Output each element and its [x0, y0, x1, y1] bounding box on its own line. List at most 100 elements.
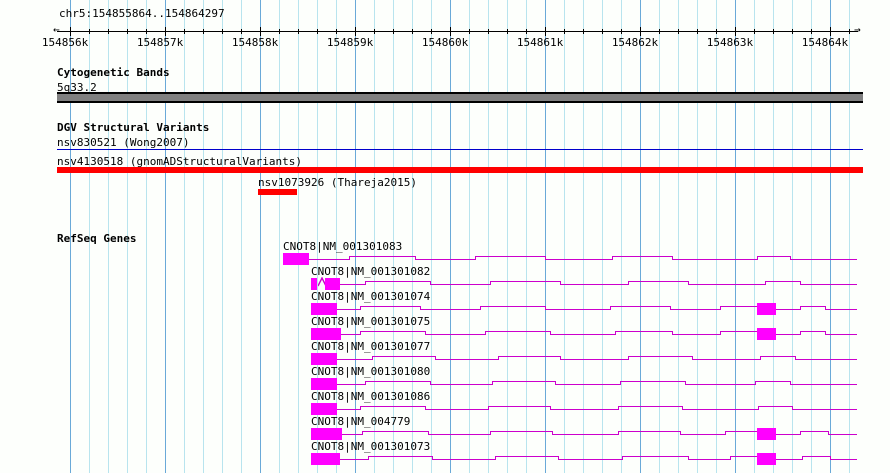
- variant-bar-nsv830521[interactable]: [57, 149, 863, 150]
- intron-step: [680, 431, 681, 435]
- intron-line: [337, 359, 372, 360]
- intron-line: [432, 459, 495, 460]
- intron-line: [430, 384, 492, 385]
- intron-line: [628, 281, 688, 282]
- exon-box[interactable]: [311, 328, 341, 340]
- ruler-tick-label: 154864k: [801, 36, 849, 49]
- ruler-tick-minor: [526, 29, 527, 34]
- exon-box[interactable]: [283, 253, 309, 265]
- intron-line: [415, 259, 475, 260]
- gridline-minor: [678, 0, 679, 473]
- intron-step: [682, 406, 683, 410]
- intron-line: [730, 456, 757, 457]
- intron-line: [825, 309, 857, 310]
- variant-bar-nsv4130518[interactable]: [57, 167, 863, 173]
- intron-step: [790, 256, 791, 260]
- intron-line: [485, 331, 550, 332]
- exon-box[interactable]: [311, 428, 342, 440]
- intron-step: [730, 456, 731, 460]
- gridline-minor: [659, 0, 660, 473]
- ruler-tick-minor: [849, 29, 850, 34]
- intron-line: [545, 259, 612, 260]
- ruler-tick-minor: [678, 29, 679, 34]
- exon-box[interactable]: [311, 403, 337, 415]
- intron-line: [490, 281, 560, 282]
- gridline-minor: [222, 0, 223, 473]
- ruler-tick-minor: [393, 29, 394, 34]
- intron-line: [792, 409, 857, 410]
- exon-box[interactable]: [757, 328, 776, 340]
- intron-step: [825, 306, 826, 310]
- ruler-tick-label: 154862k: [611, 36, 659, 49]
- gridline-major: [640, 0, 641, 473]
- intron-step: [618, 431, 619, 435]
- intron-line: [372, 356, 435, 357]
- gridline-minor: [792, 0, 793, 473]
- ruler-tick-major: [165, 27, 166, 36]
- ruler-tick-major: [545, 27, 546, 36]
- intron-step: [360, 406, 361, 410]
- gridline-major: [545, 0, 546, 473]
- intron-step: [425, 331, 426, 335]
- intron-step: [555, 381, 556, 385]
- exon-box[interactable]: [311, 353, 337, 365]
- intron-step: [670, 306, 671, 310]
- gridline-minor: [811, 0, 812, 473]
- gridline-minor: [203, 0, 204, 473]
- ruler-tick-minor: [279, 29, 280, 34]
- exon-box[interactable]: [311, 378, 337, 390]
- variant-bar-nsv1073926[interactable]: [258, 189, 297, 195]
- exon-box[interactable]: [757, 453, 776, 465]
- intron-step: [360, 331, 361, 335]
- intron-chevron-icon: [318, 277, 327, 287]
- intron-line: [830, 459, 857, 460]
- intron-line: [685, 384, 755, 385]
- gene-label: CNOT8|NM_001301073: [311, 440, 431, 453]
- intron-step: [480, 306, 481, 310]
- intron-line: [680, 434, 725, 435]
- ruler-tick-label: 154856k: [41, 36, 89, 49]
- exon-box[interactable]: [311, 303, 337, 315]
- intron-step: [360, 306, 361, 310]
- intron-line: [368, 456, 432, 457]
- gridline-minor: [108, 0, 109, 473]
- intron-line: [365, 381, 430, 382]
- intron-step: [362, 431, 363, 435]
- ruler-tick-minor: [108, 29, 109, 34]
- cytoband-label-5q33-2: 5q33.2: [57, 81, 97, 94]
- exon-box[interactable]: [311, 278, 317, 290]
- cytoband-bar-5q33-2[interactable]: [57, 92, 863, 103]
- exon-box[interactable]: [325, 278, 340, 290]
- intron-step: [622, 456, 623, 460]
- intron-line: [672, 334, 720, 335]
- gene-label: CNOT8|NM_001301074: [311, 290, 431, 303]
- intron-step: [720, 331, 721, 335]
- intron-step: [365, 381, 366, 385]
- intron-step: [618, 406, 619, 410]
- exon-box[interactable]: [311, 453, 340, 465]
- intron-line: [430, 284, 490, 285]
- intron-line: [480, 306, 545, 307]
- gridline-minor: [507, 0, 508, 473]
- exon-box[interactable]: [757, 428, 776, 440]
- ruler-tick-minor: [488, 29, 489, 34]
- ruler-tick-minor: [469, 29, 470, 34]
- gridline-minor: [393, 0, 394, 473]
- intron-step: [610, 306, 611, 310]
- intron-line: [618, 431, 680, 432]
- intron-line: [776, 309, 800, 310]
- ruler-tick-major: [735, 27, 736, 36]
- variant-label-nsv4130518: nsv4130518 (gnomADStructuralVariants): [57, 155, 303, 168]
- intron-line: [488, 406, 550, 407]
- ruler-tick-minor: [184, 29, 185, 34]
- gridline-minor: [773, 0, 774, 473]
- intron-line: [757, 256, 790, 257]
- intron-line: [550, 409, 618, 410]
- exon-box[interactable]: [757, 303, 776, 315]
- ruler-right-arrow-icon: →: [854, 23, 861, 36]
- gridline-minor: [849, 0, 850, 473]
- ruler-tick-minor: [298, 29, 299, 34]
- gridline-minor: [89, 0, 90, 473]
- intron-step: [550, 406, 551, 410]
- intron-line: [492, 381, 555, 382]
